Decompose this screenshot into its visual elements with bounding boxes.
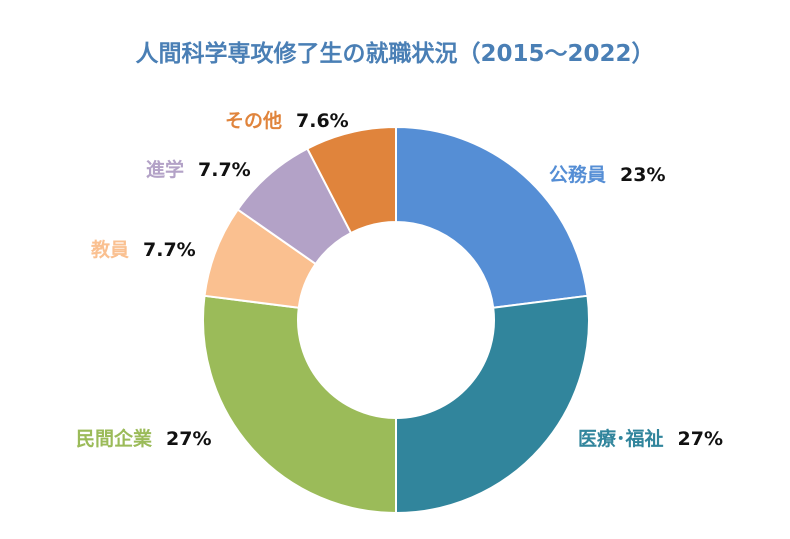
label-iryo-fukushi: 医療･福祉 27% — [578, 424, 723, 451]
slice-iryo-fukushi — [395, 294, 590, 515]
label-shingaku-value: 7.7% — [198, 159, 251, 181]
label-shingaku-category: 進学 — [146, 159, 185, 181]
label-minkan-kigyo-value: 27% — [166, 428, 212, 450]
label-minkan-kigyo: 民間企業 27% — [76, 424, 212, 451]
label-sonota: その他 7.6% — [225, 106, 349, 133]
label-sonota-value: 7.6% — [296, 110, 349, 132]
slice-komuin — [395, 125, 589, 309]
label-kyoin-value: 7.7% — [143, 239, 196, 261]
label-komuin-category: 公務員 — [549, 164, 607, 186]
label-shingaku: 進学 7.7% — [146, 155, 251, 182]
label-komuin-value: 23% — [620, 164, 666, 186]
label-iryo-fukushi-category: 医療･福祉 — [578, 428, 664, 450]
label-kyoin-category: 教員 — [91, 239, 130, 261]
label-minkan-kigyo-category: 民間企業 — [76, 428, 153, 450]
slice-sonota — [305, 125, 397, 235]
chart-title: 人間科学専攻修了生の就職状況（2015～2022） — [135, 41, 655, 67]
label-iryo-fukushi-value: 27% — [677, 428, 723, 450]
label-kyoin: 教員 7.7% — [91, 235, 196, 262]
label-sonota-category: その他 — [225, 110, 283, 132]
slice-minkan-kigyo — [202, 294, 397, 515]
label-komuin: 公務員 23% — [549, 160, 666, 187]
